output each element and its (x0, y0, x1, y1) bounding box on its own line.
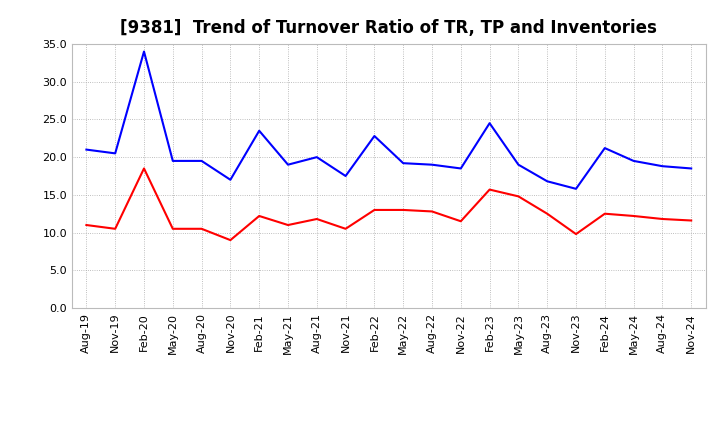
Trade Payables (168, 158, 177, 164)
Trade Payables (658, 164, 667, 169)
Trade Receivables (658, 216, 667, 222)
Trade Payables (111, 151, 120, 156)
Trade Receivables (226, 238, 235, 243)
Trade Receivables (111, 226, 120, 231)
Trade Receivables (197, 226, 206, 231)
Trade Payables (572, 186, 580, 191)
Trade Receivables (370, 207, 379, 213)
Trade Payables (82, 147, 91, 152)
Trade Receivables (456, 219, 465, 224)
Trade Receivables (82, 222, 91, 227)
Trade Receivables (629, 213, 638, 219)
Trade Receivables (485, 187, 494, 192)
Trade Payables (543, 179, 552, 184)
Trade Receivables (399, 207, 408, 213)
Trade Payables (629, 158, 638, 164)
Trade Payables (140, 49, 148, 54)
Trade Payables (341, 173, 350, 179)
Trade Receivables (572, 231, 580, 237)
Trade Payables (428, 162, 436, 167)
Trade Receivables (284, 222, 292, 227)
Trade Receivables (341, 226, 350, 231)
Trade Receivables (514, 194, 523, 199)
Trade Payables (226, 177, 235, 183)
Trade Payables (687, 166, 696, 171)
Trade Receivables (428, 209, 436, 214)
Trade Payables (312, 154, 321, 160)
Title: [9381]  Trend of Turnover Ratio of TR, TP and Inventories: [9381] Trend of Turnover Ratio of TR, TP… (120, 19, 657, 37)
Line: Trade Payables: Trade Payables (86, 51, 691, 189)
Trade Payables (514, 162, 523, 167)
Trade Payables (284, 162, 292, 167)
Trade Payables (456, 166, 465, 171)
Trade Receivables (600, 211, 609, 216)
Trade Payables (485, 121, 494, 126)
Trade Receivables (312, 216, 321, 222)
Trade Receivables (543, 211, 552, 216)
Trade Receivables (687, 218, 696, 223)
Line: Trade Receivables: Trade Receivables (86, 169, 691, 240)
Trade Payables (399, 161, 408, 166)
Trade Payables (197, 158, 206, 164)
Trade Receivables (140, 166, 148, 171)
Trade Receivables (255, 213, 264, 219)
Trade Payables (255, 128, 264, 133)
Trade Receivables (168, 226, 177, 231)
Trade Payables (600, 146, 609, 151)
Trade Payables (370, 133, 379, 139)
